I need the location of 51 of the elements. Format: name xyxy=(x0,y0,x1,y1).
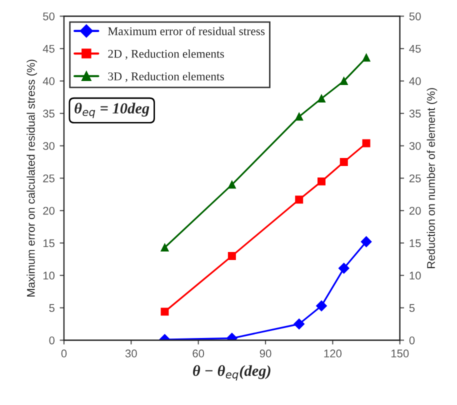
y2-tick-label: 40 xyxy=(409,77,421,86)
point xyxy=(362,54,370,62)
point xyxy=(295,196,304,204)
y2-tick-label: 45 xyxy=(409,44,421,53)
y2-tick-label: 50 xyxy=(409,12,421,20)
x-tick-label: 30 xyxy=(125,350,137,358)
point xyxy=(318,177,326,186)
y-tick-label: 50 xyxy=(43,12,55,20)
legend-label: Maximum error of residual stress xyxy=(108,26,265,36)
x-tick-label: 90 xyxy=(260,350,272,358)
y-axis-title: Maximum error on calculated residual stress (%) xyxy=(26,60,38,296)
y-tick-label: 30 xyxy=(43,142,55,150)
y-tick-label: 5 xyxy=(49,304,54,312)
y2-tick-label: 25 xyxy=(409,174,421,182)
y2-tick-label: 5 xyxy=(409,304,415,312)
y2-tick-label: 15 xyxy=(410,239,421,248)
x-tick-label: 120 xyxy=(324,350,342,358)
point xyxy=(160,244,169,252)
y-tick-label: 40 xyxy=(42,77,55,86)
legend-label: 2D , Reduction elements xyxy=(108,49,224,60)
point xyxy=(160,308,169,316)
y-tick-label: 35 xyxy=(43,110,54,118)
y-tick-label: 10 xyxy=(43,272,55,280)
y2-tick-label: 20 xyxy=(409,206,421,215)
y-tick-label: 20 xyxy=(43,206,55,215)
x-tick-label: 150 xyxy=(391,350,409,358)
y2-tick-label: 35 xyxy=(409,110,421,118)
y-tick-label: 0 xyxy=(49,336,55,344)
y-tick-label: 15 xyxy=(43,239,54,248)
point xyxy=(318,94,326,102)
point xyxy=(360,236,372,248)
point xyxy=(340,77,348,85)
point xyxy=(228,252,236,260)
annotation: θ$_{eq}$ = 10deg xyxy=(74,102,150,118)
y2-tick-label: 0 xyxy=(409,336,415,344)
point xyxy=(340,158,348,166)
y2-tick-label: 10 xyxy=(410,272,421,280)
y-tick-label: 25 xyxy=(43,174,54,182)
y2-axis-title: Reduction on number of element (%) xyxy=(426,88,438,268)
legend-label: 3D , Reduction elements xyxy=(108,72,224,82)
x-tick-label: 0 xyxy=(61,350,67,358)
point xyxy=(294,318,305,330)
point xyxy=(295,112,304,121)
point xyxy=(316,300,327,312)
y2-tick-label: 30 xyxy=(409,142,421,150)
x-tick-label: 60 xyxy=(192,350,204,358)
point xyxy=(362,139,370,148)
x-axis-title: θ − θ$_{eq}$(deg) xyxy=(193,365,270,381)
point xyxy=(338,262,350,274)
point xyxy=(228,180,236,189)
y-tick-label: 45 xyxy=(42,44,54,53)
